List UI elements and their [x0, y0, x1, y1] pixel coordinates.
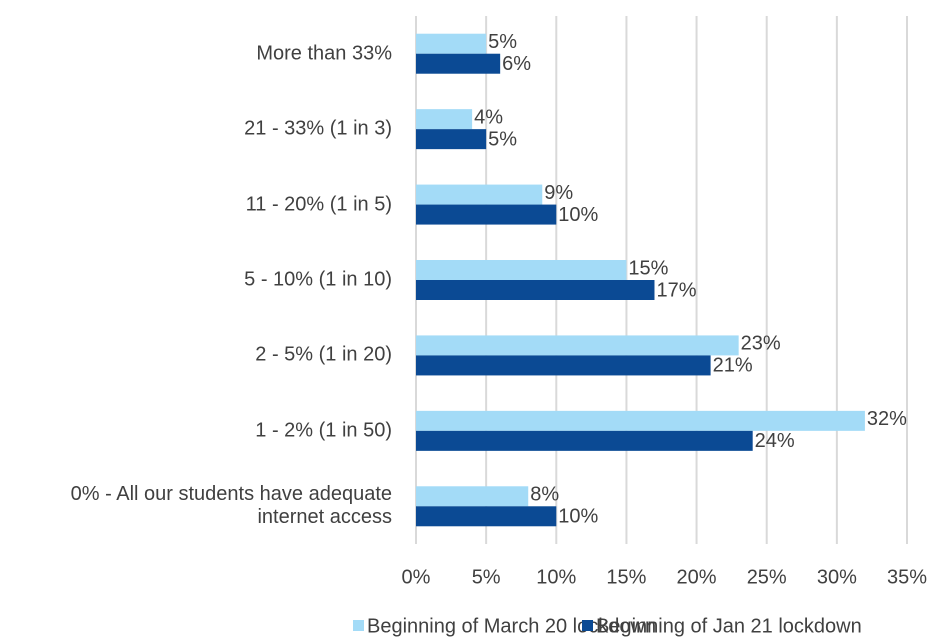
data-label: 10%: [558, 506, 598, 528]
bar: [416, 335, 739, 356]
x-tick-label: 25%: [747, 566, 787, 588]
bar: [416, 410, 865, 431]
data-label: 21%: [713, 355, 753, 377]
bar: [416, 430, 753, 451]
x-tick-label: 10%: [536, 566, 576, 588]
y-tick-label: More than 33%: [256, 42, 392, 65]
bar: [416, 260, 627, 280]
data-label: 23%: [741, 333, 781, 355]
y-tick-label: 2 - 5% (1 in 20): [255, 343, 392, 366]
x-tick-label: 0%: [402, 566, 431, 588]
data-label: 15%: [628, 257, 668, 279]
x-tick-label: 35%: [887, 566, 927, 588]
y-tick-label: 21 - 33% (1 in 3): [244, 117, 392, 140]
data-label: 9%: [544, 182, 573, 204]
data-label: 5%: [488, 31, 517, 53]
data-label: 8%: [530, 484, 559, 506]
data-label: 10%: [558, 204, 598, 226]
data-label: 4%: [474, 106, 503, 128]
data-label: 32%: [867, 408, 907, 430]
bar: [416, 280, 655, 300]
y-tick-label: 0% - All our students have adequate inte…: [70, 483, 392, 529]
data-label: 24%: [755, 430, 795, 452]
y-tick-label: 5 - 10% (1 in 10): [244, 268, 392, 291]
bar: [416, 486, 529, 507]
bar: [416, 355, 711, 376]
x-tick-label: 20%: [677, 566, 717, 588]
data-label: 17%: [656, 279, 696, 301]
data-label: 6%: [502, 53, 531, 75]
legend-swatch: [582, 620, 593, 631]
bar: [416, 109, 473, 130]
bar: [416, 129, 487, 150]
x-tick-label: 15%: [606, 566, 646, 588]
bar: [416, 184, 543, 205]
bar: [416, 33, 487, 54]
y-tick-label: 1 - 2% (1 in 50): [255, 419, 392, 442]
bar: [416, 506, 557, 527]
x-tick-label: 30%: [817, 566, 857, 588]
legend-swatch: [353, 620, 364, 631]
bar: [416, 204, 557, 225]
x-tick-label: 5%: [472, 566, 501, 588]
legend-label: Beginning of Jan 21 lockdown: [596, 615, 862, 637]
y-tick-label: 11 - 20% (1 in 5): [245, 193, 392, 216]
data-label: 5%: [488, 128, 517, 150]
bar: [416, 53, 501, 74]
